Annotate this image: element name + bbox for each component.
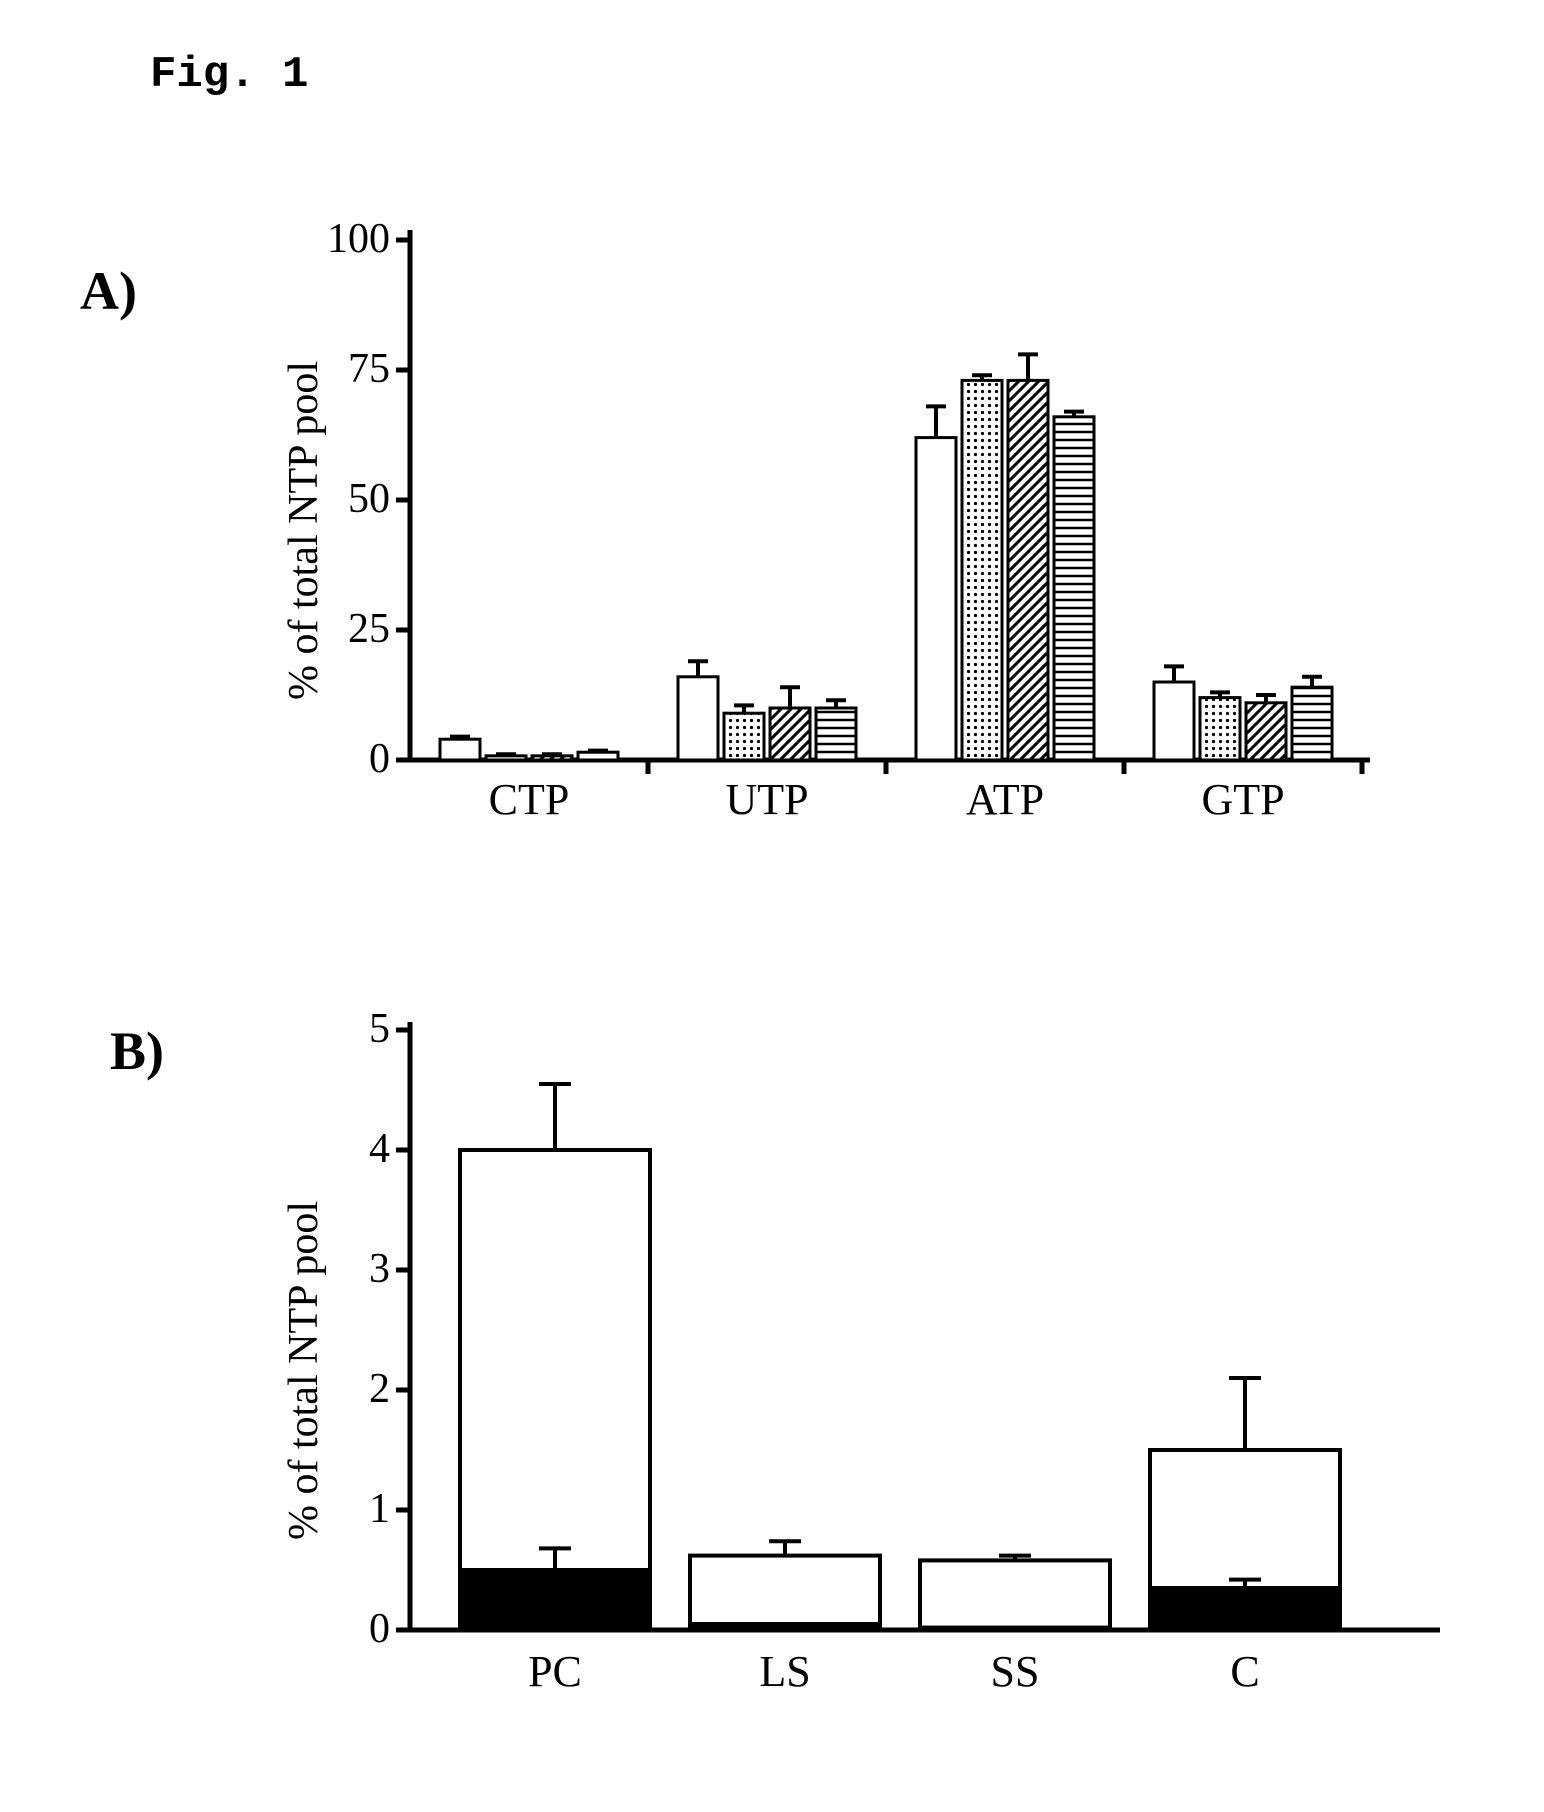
chart-a-svg bbox=[300, 220, 1390, 820]
chart-a: % of total NTP pool 0255075100 CTPUTPATP… bbox=[300, 220, 1400, 900]
chart-a-ytick: 100 bbox=[300, 215, 390, 263]
chart-a-category: GTP bbox=[1144, 774, 1342, 825]
chart-b-ytick: 5 bbox=[300, 1005, 390, 1053]
chart-a-ytick: 25 bbox=[300, 605, 390, 653]
chart-b-category: LS bbox=[690, 1646, 880, 1697]
chart-a-ytick: 0 bbox=[300, 735, 390, 783]
panel-b-label: B) bbox=[110, 1020, 164, 1082]
chart-b-ytick: 3 bbox=[300, 1245, 390, 1293]
chart-a-category: ATP bbox=[906, 774, 1104, 825]
chart-b-ytick: 2 bbox=[300, 1365, 390, 1413]
chart-a-ytick: 50 bbox=[300, 475, 390, 523]
chart-a-ytick: 75 bbox=[300, 345, 390, 393]
chart-b-ytick: 0 bbox=[300, 1605, 390, 1653]
chart-b-ytick: 1 bbox=[300, 1485, 390, 1533]
chart-b-category: PC bbox=[460, 1646, 650, 1697]
chart-a-category: UTP bbox=[668, 774, 866, 825]
chart-b-category: C bbox=[1150, 1646, 1340, 1697]
chart-b-svg bbox=[300, 1000, 1460, 1700]
panel-a-label: A) bbox=[80, 260, 137, 322]
chart-b-ytick: 4 bbox=[300, 1125, 390, 1173]
figure-title: Fig. 1 bbox=[150, 50, 308, 100]
chart-b: % of total NTP pool 012345 PCLSSSC bbox=[300, 1000, 1460, 1760]
chart-a-category: CTP bbox=[430, 774, 628, 825]
figure-page: Fig. 1 A) % of total NTP pool 0255075100… bbox=[0, 0, 1544, 1812]
chart-b-category: SS bbox=[920, 1646, 1110, 1697]
